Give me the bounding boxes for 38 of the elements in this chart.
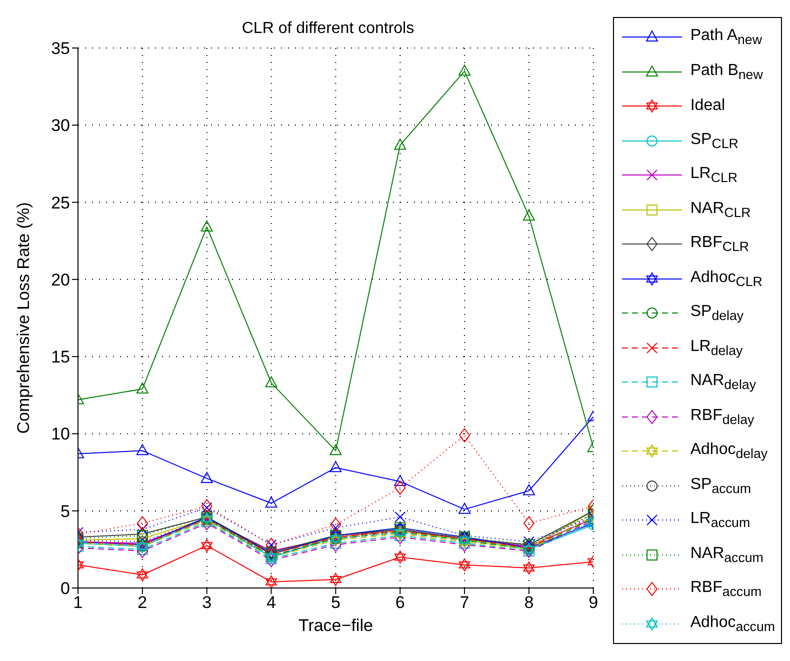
y-tick-label: 15 [51, 348, 70, 367]
legend-label: NAR$_{accum}$ [690, 544, 764, 565]
x-axis-title: Trace−file [298, 616, 373, 635]
legend-label: Ideal [690, 97, 726, 116]
legend-label: LR$_{CLR}$ [690, 165, 738, 186]
y-tick-label: 25 [51, 193, 70, 212]
legend-label: NAR$_{delay}$ [690, 372, 756, 392]
legend-label: RBF$_{delay}$ [690, 406, 754, 427]
legend-label: SP$_{delay}$ [690, 303, 744, 324]
y-tick-label: 20 [51, 270, 70, 290]
legend-label: RBF$_{accum}$ [690, 579, 762, 600]
x-tick-label: 4 [266, 593, 276, 612]
x-tick-label: 6 [395, 593, 405, 612]
x-tick-label: 1 [73, 593, 83, 612]
x-tick-label: 5 [330, 593, 340, 612]
legend-label: LR$_{delay}$ [690, 338, 743, 358]
y-axis-title: Comprehensive Loss Rate (%) [14, 202, 34, 434]
legend-label: Adhoc$_{accum}$ [690, 614, 775, 634]
x-tick-label: 9 [588, 593, 598, 612]
y-tick-label: 0 [60, 579, 70, 598]
chart-title: CLR of different controls [240, 20, 416, 38]
legend-label: Adhoc$_{delay}$ [690, 441, 768, 462]
y-tick-label: 10 [51, 424, 70, 444]
legend-label: SP$_{CLR}$ [690, 130, 738, 151]
y-tick-label: 35 [51, 39, 70, 58]
y-tick-label: 5 [60, 502, 70, 521]
legend-label: RBF$_{CLR}$ [690, 234, 750, 254]
legend-label: Path A$_{new}$ [690, 27, 762, 48]
x-tick-label: 8 [524, 593, 534, 612]
x-tick-label: 2 [138, 593, 148, 612]
x-tick-label: 7 [460, 593, 470, 612]
y-tick-label: 30 [51, 116, 70, 136]
legend-label: NAR$_{CLR}$ [690, 200, 751, 220]
legend-label: Path B$_{new}$ [690, 62, 763, 82]
legend-label: SP$_{accum}$ [690, 476, 751, 496]
legend-label: Adhoc$_{CLR}$ [690, 268, 762, 289]
legend-label: LR$_{accum}$ [690, 510, 750, 530]
x-tick-label: 3 [202, 593, 212, 612]
